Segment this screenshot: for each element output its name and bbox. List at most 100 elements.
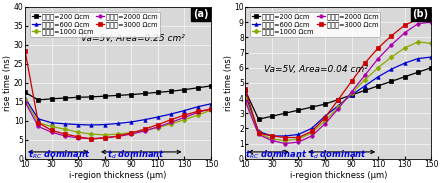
비저항=1000 Ωcm [102,134,107,136]
비저항=600 Ωcm [243,94,248,96]
비저항=3000 Ωcm [115,135,121,137]
비저항=1000 Ωcm [115,133,121,135]
비저항=600 Ωcm [23,97,28,99]
비저항=3000 Ωcm [296,136,301,139]
비저항=600 Ωcm [182,109,187,112]
비저항=600 Ωcm [115,122,121,125]
비저항=1000 Ωcm [195,114,200,116]
비저항=2000 Ωcm [195,111,200,114]
비저항=200 Ωcm [195,87,200,89]
Line: 비저항=2000 Ωcm: 비저항=2000 Ωcm [244,20,433,145]
비저항=1000 Ωcm [182,119,187,121]
비저항=1000 Ωcm [349,92,354,95]
비저항=2000 Ωcm [102,137,107,139]
Text: Va=5V, Area=0.04 cm²: Va=5V, Area=0.04 cm² [264,65,368,74]
비저항=2000 Ωcm [129,133,134,135]
비저항=600 Ωcm [49,122,54,124]
비저항=3000 Ωcm [362,62,367,64]
비저항=200 Ωcm [362,89,367,92]
Line: 비저항=3000 Ωcm: 비저항=3000 Ωcm [23,49,213,141]
비저항=200 Ωcm [375,85,381,87]
비저항=200 Ωcm [243,89,248,92]
Line: 비저항=200 Ωcm: 비저항=200 Ωcm [23,84,213,102]
비저항=600 Ωcm [282,135,288,137]
비저항=1000 Ωcm [296,138,301,140]
비저항=600 Ωcm [322,115,328,117]
비저항=1000 Ωcm [23,99,28,101]
비저항=600 Ωcm [208,103,213,105]
비저항=1000 Ωcm [282,139,288,142]
비저항=2000 Ωcm [335,108,341,110]
비저항=3000 Ωcm [389,35,394,37]
비저항=2000 Ωcm [309,135,314,137]
Line: 비저항=200 Ωcm: 비저항=200 Ωcm [244,66,433,121]
비저항=2000 Ωcm [23,101,28,103]
비저항=1000 Ωcm [429,42,434,44]
비저항=2000 Ωcm [256,133,261,136]
비저항=3000 Ωcm [155,124,160,126]
비저항=600 Ωcm [415,57,421,60]
비저항=200 Ωcm [389,80,394,82]
비저항=1000 Ωcm [36,122,41,124]
비저항=1000 Ωcm [322,120,328,122]
비저항=200 Ωcm [415,71,421,73]
비저항=3000 Ωcm [269,135,274,137]
비저항=200 Ωcm [23,91,28,94]
비저항=2000 Ωcm [49,131,54,133]
Legend: 비저항=200 Ωcm, 비저항=600 Ωcm, 비저항=1000 Ωcm, 비저항=2000 Ωcm, 비저항=3000 Ωcm: 비저항=200 Ωcm, 비저항=600 Ωcm, 비저항=1000 Ωcm, … [30,12,160,37]
비저항=600 Ωcm [129,121,134,123]
비저항=3000 Ωcm [349,80,354,82]
Line: 비저항=3000 Ωcm: 비저항=3000 Ωcm [244,13,433,139]
비저항=3000 Ωcm [195,110,200,112]
비저항=200 Ωcm [349,94,354,96]
비저항=200 Ωcm [335,98,341,101]
Text: t$_{RC}$ dominant: t$_{RC}$ dominant [245,149,308,161]
비저항=200 Ωcm [208,85,213,87]
비저항=600 Ωcm [296,133,301,136]
비저항=2000 Ωcm [155,126,160,128]
비저항=3000 Ωcm [89,138,94,140]
Y-axis label: rise time (ns): rise time (ns) [4,55,12,111]
비저항=2000 Ωcm [76,137,81,139]
비저항=200 Ωcm [89,96,94,98]
비저항=200 Ωcm [256,118,261,120]
Text: t$_d$ dominant: t$_d$ dominant [309,149,367,161]
비저항=600 Ωcm [155,116,160,118]
비저항=200 Ωcm [129,94,134,96]
비저항=1000 Ωcm [402,47,408,49]
비저항=200 Ωcm [168,90,174,92]
비저항=200 Ωcm [76,96,81,98]
비저항=3000 Ωcm [76,136,81,138]
비저항=200 Ωcm [142,92,147,95]
비저항=200 Ωcm [269,115,274,117]
X-axis label: i-region thickness (μm): i-region thickness (μm) [69,171,167,180]
비저항=600 Ωcm [402,62,408,64]
비저항=2000 Ωcm [322,123,328,125]
비저항=200 Ωcm [402,76,408,78]
비저항=1000 Ωcm [142,129,147,131]
Line: 비저항=600 Ωcm: 비저항=600 Ωcm [244,55,433,138]
비저항=1000 Ωcm [256,132,261,134]
비저항=1000 Ωcm [155,126,160,129]
비저항=200 Ωcm [429,67,434,69]
비저항=1000 Ωcm [208,109,213,111]
비저항=200 Ωcm [296,109,301,111]
Text: (a): (a) [193,9,208,19]
비저항=200 Ωcm [155,91,160,94]
비저항=600 Ωcm [195,106,200,108]
비저항=2000 Ωcm [296,141,301,143]
비저항=1000 Ωcm [89,133,94,135]
비저항=2000 Ωcm [89,138,94,140]
비저항=3000 Ωcm [282,136,288,139]
비저항=200 Ωcm [49,98,54,100]
비저항=3000 Ωcm [23,50,28,52]
비저항=3000 Ωcm [322,117,328,119]
비저항=2000 Ωcm [36,125,41,128]
비저항=600 Ωcm [168,113,174,115]
Text: Va=5V, Area=0.25 cm²: Va=5V, Area=0.25 cm² [81,34,185,43]
비저항=2000 Ωcm [168,121,174,123]
비저항=600 Ωcm [349,94,354,96]
비저항=2000 Ωcm [62,135,68,137]
비저항=1000 Ωcm [335,106,341,108]
Line: 비저항=1000 Ωcm: 비저항=1000 Ωcm [244,40,433,142]
